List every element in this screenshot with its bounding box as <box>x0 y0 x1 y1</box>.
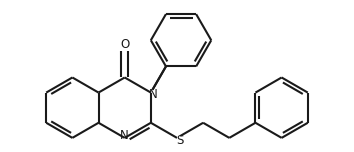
Text: O: O <box>120 38 129 51</box>
Text: N: N <box>149 88 158 101</box>
Text: N: N <box>120 129 128 142</box>
Text: S: S <box>176 134 184 147</box>
